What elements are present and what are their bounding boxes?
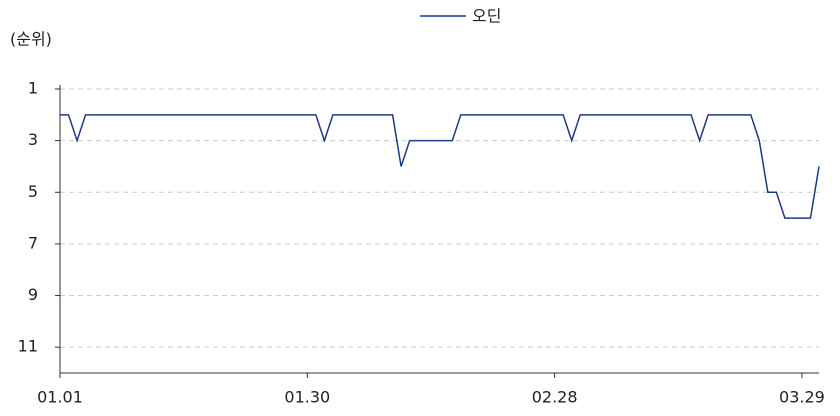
x-tick-label: 02.28 xyxy=(532,388,578,407)
y-axis-label: (순위) xyxy=(10,30,52,49)
legend-label: 오딘 xyxy=(472,7,501,26)
x-tick-label: 03.29 xyxy=(779,388,825,407)
y-tick-label: 1 xyxy=(28,79,38,98)
y-tick-label: 3 xyxy=(28,130,38,149)
line-series xyxy=(60,114,820,219)
y-tick-label: 9 xyxy=(28,285,38,304)
y-tick-label: 7 xyxy=(28,233,38,252)
y-tick-label: 5 xyxy=(28,182,38,201)
y-tick-label: 11 xyxy=(18,337,38,356)
x-tick-label: 01.30 xyxy=(284,388,330,407)
x-tick-label: 01.01 xyxy=(37,388,83,407)
